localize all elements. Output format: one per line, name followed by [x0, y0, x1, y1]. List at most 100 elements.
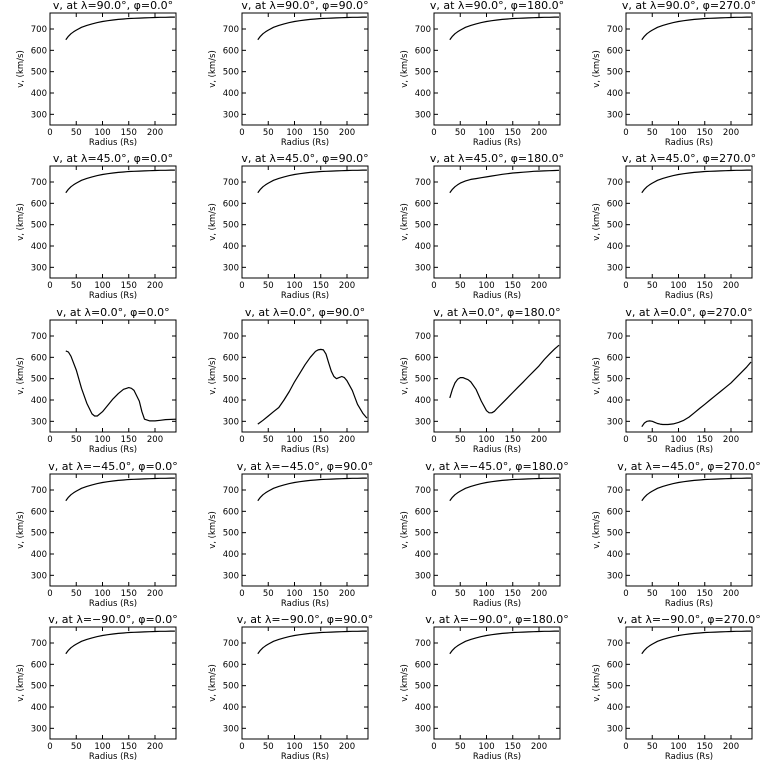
y-tick-label: 300 [415, 571, 431, 581]
x-tick-label: 0 [623, 589, 628, 599]
y-tick-label: 300 [415, 110, 431, 120]
x-tick-label: 100 [478, 589, 494, 599]
x-tick-label: 150 [505, 128, 521, 138]
x-axis-label: Radius (Rs) [281, 599, 329, 609]
y-axis-label: v, (km/s) [208, 511, 218, 549]
chart-title: v, at λ=45.0°, φ=180.0° [430, 152, 564, 165]
x-tick-label: 200 [339, 281, 355, 291]
x-tick-label: 200 [531, 435, 547, 445]
x-tick-label: 50 [455, 128, 466, 138]
y-tick-label: 700 [607, 639, 623, 649]
series-line [65, 477, 175, 502]
x-axis-label: Radius (Rs) [473, 138, 521, 148]
series-line [449, 344, 560, 414]
x-tick-label: 50 [455, 742, 466, 752]
x-tick-label: 50 [263, 435, 274, 445]
y-axis-label: v, (km/s) [592, 511, 602, 549]
x-axis-label: Radius (Rs) [665, 291, 713, 301]
x-tick-label: 100 [670, 128, 686, 138]
x-tick-label: 50 [647, 742, 658, 752]
y-tick-label: 400 [31, 89, 47, 99]
y-tick-label: 500 [223, 529, 239, 539]
x-tick-label: 50 [71, 435, 82, 445]
y-tick-label: 400 [223, 396, 239, 406]
series-line [641, 630, 751, 655]
series-line [257, 630, 367, 655]
y-tick-label: 600 [415, 660, 431, 670]
y-tick-label: 700 [223, 639, 239, 649]
y-tick-label: 600 [607, 507, 623, 517]
y-tick-label: 300 [31, 571, 47, 581]
y-tick-label: 600 [223, 46, 239, 56]
y-tick-label: 700 [415, 25, 431, 35]
plot-frame [433, 319, 561, 433]
x-tick-label: 50 [263, 589, 274, 599]
y-tick-label: 300 [607, 724, 623, 734]
series-line [641, 361, 752, 428]
x-tick-label: 150 [121, 281, 137, 291]
x-tick-label: 200 [339, 128, 355, 138]
x-tick-label: 50 [647, 128, 658, 138]
chart-title: v, at λ=−90.0°, φ=0.0° [48, 613, 177, 626]
y-tick-label: 400 [223, 550, 239, 560]
chart-title: v, at λ=−45.0°, φ=180.0° [425, 460, 568, 473]
x-tick-label: 150 [697, 742, 713, 752]
x-axis-label: Radius (Rs) [89, 445, 137, 455]
x-tick-label: 150 [121, 435, 137, 445]
y-tick-label: 300 [31, 110, 47, 120]
y-tick-label: 500 [415, 68, 431, 78]
series-line [65, 16, 175, 41]
plot-frame [49, 12, 177, 126]
x-tick-label: 150 [505, 435, 521, 445]
x-axis-label: Radius (Rs) [281, 445, 329, 455]
series-line [641, 477, 751, 502]
y-tick-label: 500 [415, 682, 431, 692]
plot-frame [241, 319, 369, 433]
y-tick-label: 300 [31, 724, 47, 734]
x-tick-label: 0 [623, 281, 628, 291]
y-tick-label: 300 [607, 571, 623, 581]
y-tick-label: 600 [415, 507, 431, 517]
y-tick-label: 700 [415, 332, 431, 342]
y-tick-label: 400 [31, 242, 47, 252]
x-tick-label: 200 [723, 742, 739, 752]
x-tick-label: 100 [478, 128, 494, 138]
chart-title: v, at λ=90.0°, φ=0.0° [53, 0, 173, 12]
y-axis-label: v, (km/s) [592, 664, 602, 702]
chart-title: v, at λ=0.0°, φ=90.0° [245, 306, 365, 319]
panel-5: v, at λ=45.0°, φ=90.0° 0 50 100 150 200 300 400… [208, 152, 369, 301]
series-line [641, 169, 751, 194]
y-tick-label: 500 [31, 375, 47, 385]
x-tick-label: 100 [670, 589, 686, 599]
panel-17: v, at λ=−90.0°, φ=90.0° 0 50 100 150 200 300 40… [208, 613, 373, 762]
y-axis-label: v, (km/s) [16, 357, 26, 395]
plot-frame [625, 12, 753, 126]
plot-frame [49, 473, 177, 587]
y-tick-label: 300 [31, 263, 47, 273]
x-tick-label: 100 [670, 435, 686, 445]
x-tick-label: 200 [531, 589, 547, 599]
series-line [449, 477, 559, 502]
panel-7: v, at λ=45.0°, φ=270.0° 0 50 100 150 200 300 40… [592, 152, 756, 301]
panel-4: v, at λ=45.0°, φ=0.0° 0 50 100 150 200 300 400 5… [16, 152, 177, 301]
x-tick-label: 0 [431, 435, 436, 445]
y-tick-label: 600 [607, 199, 623, 209]
panel-9: v, at λ=0.0°, φ=90.0° 0 50 100 150 200 300 400 5… [208, 306, 369, 455]
y-tick-label: 300 [223, 571, 239, 581]
plot-frame [241, 12, 369, 126]
chart-title: v, at λ=90.0°, φ=180.0° [430, 0, 564, 12]
x-tick-label: 150 [505, 589, 521, 599]
y-tick-label: 500 [31, 68, 47, 78]
y-tick-label: 700 [223, 332, 239, 342]
y-axis-label: v, (km/s) [16, 511, 26, 549]
plot-frame [49, 319, 177, 433]
panel-15: v, at λ=−45.0°, φ=270.0° 0 50 100 150 200 300 4… [592, 460, 761, 609]
y-tick-label: 500 [415, 375, 431, 385]
y-axis-label: v, (km/s) [208, 203, 218, 241]
y-tick-label: 300 [415, 724, 431, 734]
y-tick-label: 500 [31, 529, 47, 539]
x-tick-label: 200 [147, 742, 163, 752]
y-tick-label: 400 [223, 242, 239, 252]
plot-frame [241, 165, 369, 279]
